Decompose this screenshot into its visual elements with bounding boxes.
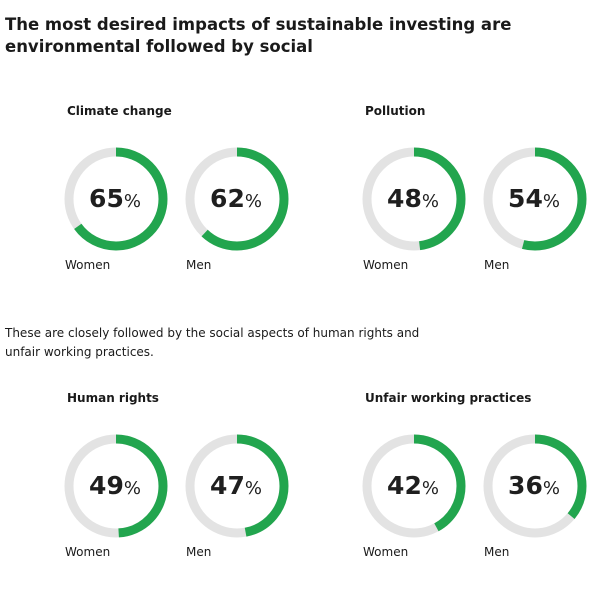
donut-value-label: 49% — [89, 471, 141, 500]
donut-chart — [185, 147, 289, 251]
donut-category-label: Men — [186, 545, 212, 559]
donut-value-label: 62% — [210, 184, 262, 213]
donut-value-label: 36% — [508, 471, 560, 500]
donut-value-label: 54% — [508, 184, 560, 213]
donut-chart — [64, 434, 168, 538]
chart-group-unfair-working-practices: Unfair working practices 42% Women 36% M… — [362, 391, 600, 561]
donut-arc — [483, 147, 587, 251]
donut-chart — [483, 147, 587, 251]
donut-arc — [362, 434, 466, 538]
donut-women: 65% Women — [63, 146, 183, 286]
chart-group-pollution: Pollution 48% Women 54% Men — [362, 104, 600, 274]
donut-value-label: 42% — [387, 471, 439, 500]
chart-title: Climate change — [67, 104, 172, 118]
donut-arc — [483, 434, 587, 538]
donut-category-label: Women — [363, 258, 409, 272]
donut-chart — [185, 434, 289, 538]
intro-text: These are closely followed by the social… — [5, 326, 420, 359]
chart-title: Pollution — [365, 104, 426, 118]
donut-value-label: 65% — [89, 184, 141, 213]
donut-arc — [362, 147, 466, 251]
donut-arc — [185, 434, 289, 538]
donut-women: 48% Women — [361, 146, 481, 286]
chart-group-climate-change: Climate change 65% Women 62% Men — [64, 104, 327, 274]
donut-women: 42% Women — [361, 433, 481, 573]
donut-category-label: Women — [363, 545, 409, 559]
donut-chart — [64, 147, 168, 251]
donut-men: 62% Men — [184, 146, 304, 286]
donut-value-label: 48% — [387, 184, 439, 213]
chart-title: Unfair working practices — [365, 391, 532, 405]
donut-arc — [64, 147, 168, 251]
donut-chart — [362, 147, 466, 251]
donut-women: 49% Women — [63, 433, 183, 573]
donut-arc — [64, 434, 168, 538]
donut-men: 54% Men — [482, 146, 600, 286]
page-title: The most desired impacts of sustainable … — [5, 15, 512, 56]
donut-chart — [483, 434, 587, 538]
donut-category-label: Men — [484, 545, 510, 559]
donut-men: 47% Men — [184, 433, 304, 573]
donut-category-label: Men — [484, 258, 510, 272]
chart-group-human-rights: Human rights 49% Women 47% Men — [64, 391, 327, 561]
donut-category-label: Women — [65, 258, 111, 272]
donut-category-label: Women — [65, 545, 111, 559]
donut-category-label: Men — [186, 258, 212, 272]
donut-arc — [185, 147, 289, 251]
donut-value-label: 47% — [210, 471, 262, 500]
chart-title: Human rights — [67, 391, 159, 405]
donut-chart — [362, 434, 466, 538]
donut-men: 36% Men — [482, 433, 600, 573]
